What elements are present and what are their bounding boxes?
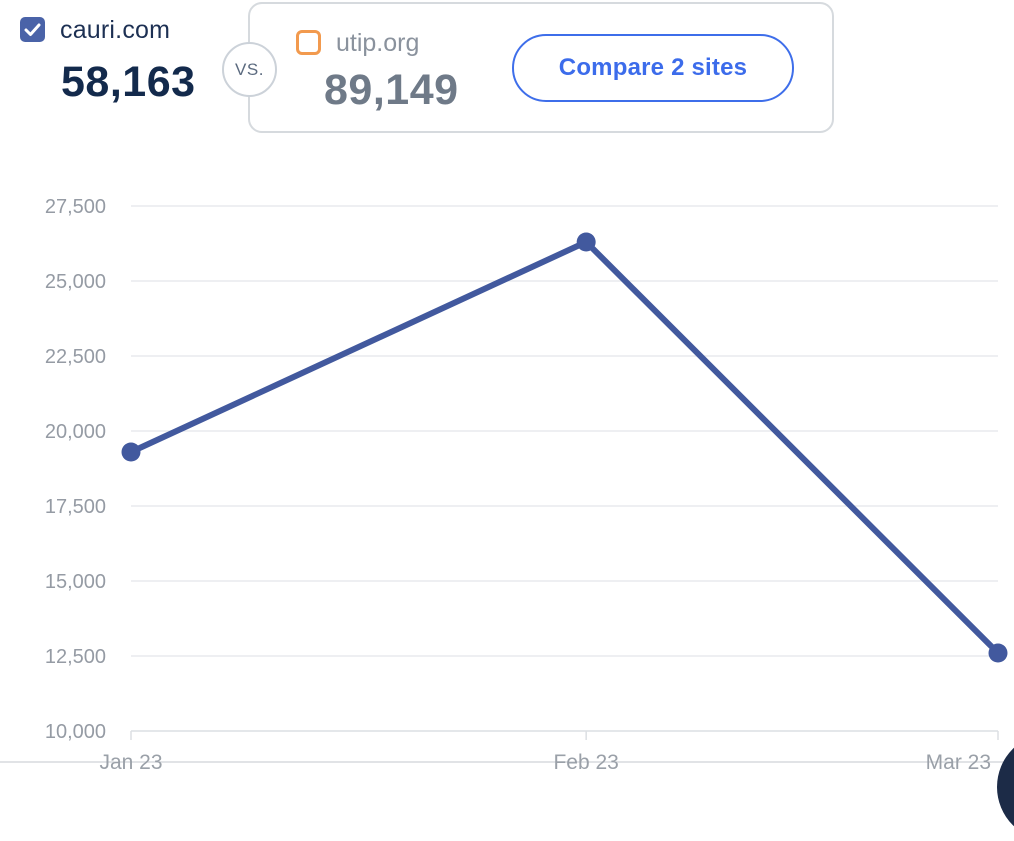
- y-axis-tick-label: 22,500: [45, 346, 106, 368]
- site2-checkbox[interactable]: [296, 30, 321, 55]
- site1-domain-label[interactable]: cauri.com: [60, 16, 171, 44]
- traffic-line-chart[interactable]: 10,000 12,500 15,000 17,500 20,000 22,500 25,0…: [0, 0, 1014, 790]
- y-axis-tick-label: 25,000: [45, 271, 106, 293]
- data-point[interactable]: [988, 643, 1008, 663]
- y-axis-tick-label: 12,500: [45, 646, 106, 668]
- checkmark-icon: [24, 23, 41, 36]
- y-axis-tick-label: 15,000: [45, 571, 106, 593]
- data-point[interactable]: [576, 232, 596, 252]
- site2-domain-label[interactable]: utip.org: [336, 29, 420, 57]
- series-line: [128, 239, 1001, 656]
- compare-sites-button[interactable]: Compare 2 sites: [512, 34, 794, 102]
- y-axis-tick-label: 20,000: [45, 421, 106, 443]
- data-point[interactable]: [121, 442, 141, 462]
- x-axis-tick-label: Mar 23: [926, 751, 991, 774]
- site1-visits-value: 58,163: [61, 58, 196, 106]
- site1-checkbox[interactable]: [20, 17, 45, 42]
- x-axis-tick-label: Feb 23: [553, 751, 618, 774]
- y-axis-tick-label: 27,500: [45, 196, 106, 218]
- y-axis-tick-label: 10,000: [45, 721, 106, 743]
- vs-badge: VS.: [222, 42, 277, 97]
- x-axis-tick-label: Jan 23: [99, 751, 162, 774]
- site2-visits-value: 89,149: [324, 66, 459, 114]
- y-axis-tick-label: 17,500: [45, 496, 106, 518]
